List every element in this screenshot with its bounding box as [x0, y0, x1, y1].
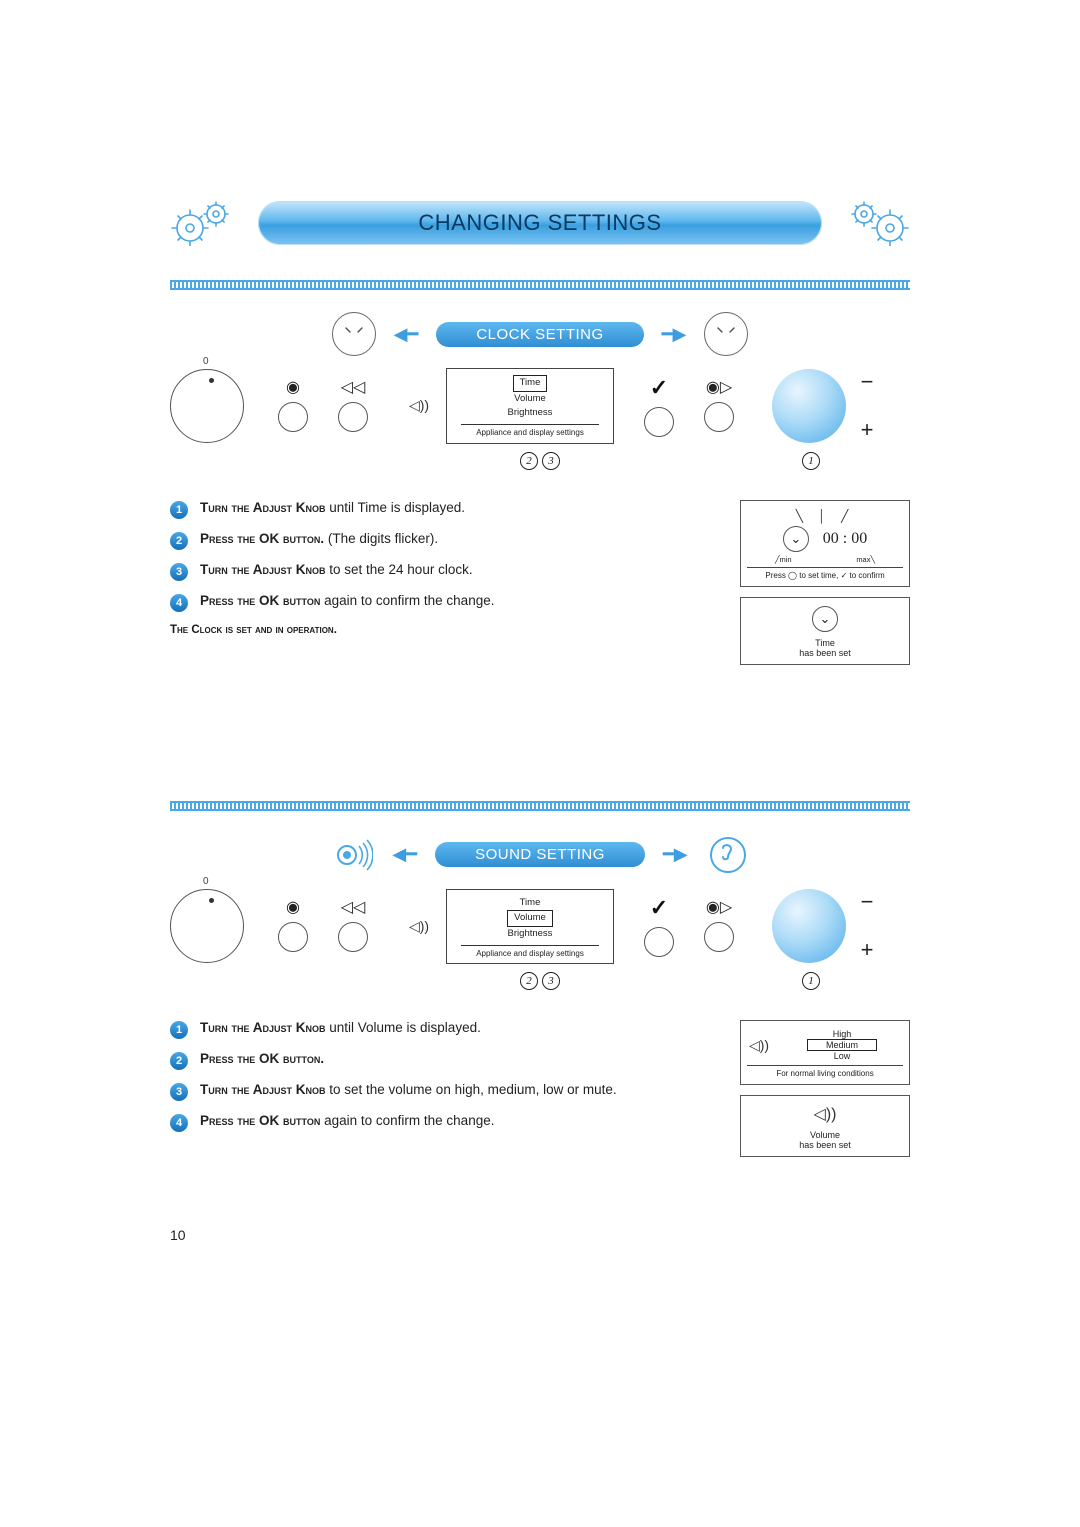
step-reference-badges: 2 3 1: [170, 452, 910, 470]
clock-confirm-box: ⌄ Time has been set: [740, 597, 910, 665]
ear-icon: [706, 833, 750, 877]
ok-button-icon: [644, 927, 674, 957]
adjust-knob: [772, 369, 846, 443]
clock-preview-box: ╲ │ ╱ ⌄ 00 : 00 ╱min max╲ Press ◯ to set…: [740, 500, 910, 587]
selector-dial: 0: [170, 889, 244, 963]
button-icon: [704, 922, 734, 952]
divider: [170, 801, 910, 811]
arrow-left-icon: ◀━: [392, 844, 417, 865]
clock-subheader: ◀━ CLOCK SETTING ━▶: [170, 312, 910, 356]
volume-confirm-box: ◁)) Volume has been set: [740, 1095, 910, 1157]
rewind-icon: ◁◁: [341, 380, 366, 396]
divider: [170, 280, 910, 290]
clock-instructions: 1 Turn the Adjust Knob until Time is dis…: [170, 500, 710, 636]
sound-instructions: 1 Turn the Adjust Knob until Volume is d…: [170, 1020, 710, 1144]
button-icon: [278, 402, 308, 432]
clock-title: CLOCK SETTING: [436, 322, 643, 347]
plus-minus: − +: [856, 889, 878, 963]
arrow-right-icon: ━▶: [662, 324, 687, 345]
clock-icon: ⌄: [783, 526, 809, 552]
header-row: CHANGING SETTINGS: [170, 200, 910, 246]
play-icon: ◉▷: [706, 380, 732, 396]
rewind-icon: ◁◁: [341, 900, 366, 916]
control-panel-diagram: 0 ◉ ◁◁ ◁)) Time Volume Brightness Applia…: [170, 889, 910, 965]
gear-icon: [840, 200, 910, 246]
sound-title: SOUND SETTING: [435, 842, 645, 867]
speaker-icon: ◁)): [409, 397, 429, 414]
speaker-pulse-icon: [330, 833, 374, 877]
arrow-left-icon: ◀━: [394, 324, 419, 345]
adjust-knob: [772, 889, 846, 963]
button-icon: [704, 402, 734, 432]
selector-dial: 0: [170, 369, 244, 443]
volume-options-box: ◁)) High Medium Low For normal living co…: [740, 1020, 910, 1085]
speaker-icon: ◁)): [747, 1037, 771, 1054]
ok-button-icon: [644, 407, 674, 437]
page-number: 10: [170, 1227, 910, 1243]
clock-icon: [332, 312, 376, 356]
plus-minus: − +: [856, 369, 878, 443]
gear-icon: [170, 200, 240, 246]
button-icon: [338, 922, 368, 952]
speaker-icon: ◁)): [409, 918, 429, 935]
play-icon: ◉▷: [706, 900, 732, 916]
control-panel-diagram: 0 ◉ ◁◁ ◁)) Time Volume Brightness Applia…: [170, 368, 910, 444]
check-icon: ✓: [650, 895, 668, 921]
stop-icon: ◉: [286, 380, 300, 396]
clock-icon: [704, 312, 748, 356]
arrow-right-icon: ━▶: [663, 844, 688, 865]
speaker-icon: ◁)): [814, 1106, 837, 1123]
check-icon: ✓: [650, 375, 668, 401]
step-reference-badges: 2 3 1: [170, 972, 910, 990]
display-menu: Time Volume Brightness Appliance and dis…: [446, 368, 614, 444]
stop-icon: ◉: [286, 900, 300, 916]
button-icon: [278, 922, 308, 952]
clock-icon: ⌄: [812, 606, 838, 632]
button-icon: [338, 402, 368, 432]
sound-subheader: ◀━ SOUND SETTING ━▶: [170, 833, 910, 877]
page-title: CHANGING SETTINGS: [258, 201, 822, 245]
display-menu: Time Volume Brightness Appliance and dis…: [446, 889, 614, 965]
